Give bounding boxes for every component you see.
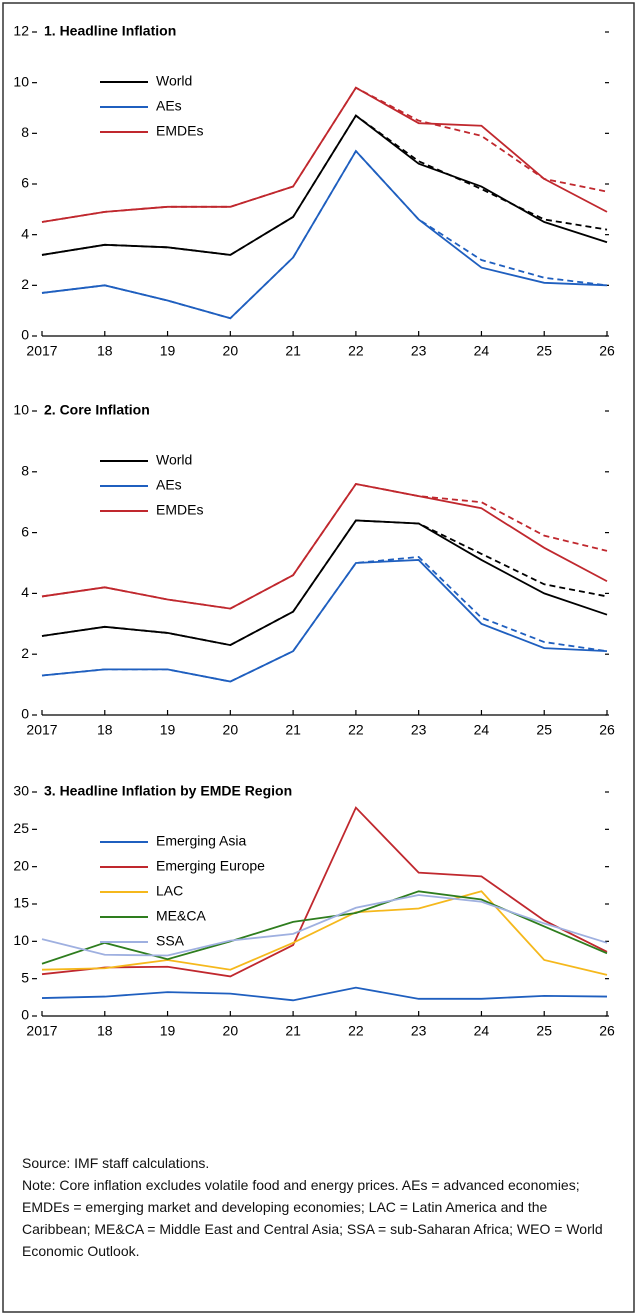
y-tick-label: 10 [13, 932, 29, 948]
legend-label: AEs [156, 98, 182, 114]
series-line [41, 519, 608, 647]
legend-label: ME&CA [156, 908, 206, 924]
source: Source: IMF staff calculations. [22, 1155, 210, 1171]
x-tick-label: 21 [285, 722, 301, 738]
y-tick-label: 10 [13, 402, 29, 418]
x-tick-label: 21 [285, 343, 301, 359]
x-tick-label: 19 [160, 343, 176, 359]
legend-label: LAC [156, 883, 183, 899]
legend-label: World [156, 452, 192, 468]
notes: Source: IMF staff calculations. Note: Co… [22, 1152, 618, 1262]
y-tick-label: 0 [21, 1007, 29, 1023]
x-tick-label: 25 [536, 1023, 552, 1039]
y-tick-label: 0 [21, 706, 29, 722]
series-line [41, 149, 608, 320]
x-tick-label: 20 [223, 343, 239, 359]
dashed-line [41, 149, 608, 320]
y-tick-label: 2 [21, 276, 29, 292]
dashed-line [41, 86, 608, 223]
y-tick-label: 8 [21, 124, 29, 140]
y-tick-label: 0 [21, 327, 29, 343]
x-tick-label: 23 [411, 343, 427, 359]
series-line [41, 559, 608, 683]
series-line [41, 482, 608, 610]
legend-label: EMDEs [156, 123, 203, 139]
x-tick-label: 26 [599, 722, 615, 738]
y-tick-label: 8 [21, 463, 29, 479]
dashed-line [41, 482, 608, 610]
dashed-line [41, 555, 608, 683]
dashed-line [41, 114, 608, 256]
x-tick-label: 19 [160, 722, 176, 738]
x-tick-label: 24 [474, 722, 490, 738]
y-tick-label: 5 [21, 969, 29, 985]
x-tick-label: 18 [97, 722, 113, 738]
x-tick-label: 26 [599, 343, 615, 359]
dashed-line [41, 519, 608, 647]
x-tick-label: 25 [536, 722, 552, 738]
x-tick-label: 18 [97, 343, 113, 359]
y-tick-label: 6 [21, 175, 29, 191]
x-tick-label: 2017 [26, 343, 57, 359]
x-tick-label: 20 [223, 722, 239, 738]
x-tick-label: 19 [160, 1023, 176, 1039]
x-tick-label: 26 [599, 1023, 615, 1039]
series-line [41, 890, 608, 976]
x-tick-label: 23 [411, 722, 427, 738]
panel-title: 1. Headline Inflation [44, 23, 176, 39]
series-line [41, 806, 608, 978]
x-tick-label: 24 [474, 343, 490, 359]
x-tick-label: 25 [536, 343, 552, 359]
series-line [41, 894, 608, 957]
legend-label: SSA [156, 933, 185, 949]
y-tick-label: 15 [13, 895, 29, 911]
x-tick-label: 2017 [26, 722, 57, 738]
legend-label: World [156, 73, 192, 89]
y-tick-label: 30 [13, 783, 29, 799]
x-tick-label: 20 [223, 1023, 239, 1039]
x-tick-label: 22 [348, 1023, 364, 1039]
y-tick-label: 4 [21, 584, 29, 600]
x-tick-label: 21 [285, 1023, 301, 1039]
legend-label: AEs [156, 477, 182, 493]
legend-label: Emerging Europe [156, 858, 265, 874]
x-tick-label: 18 [97, 1023, 113, 1039]
x-tick-label: 22 [348, 722, 364, 738]
y-tick-label: 12 [13, 23, 29, 39]
y-tick-label: 4 [21, 225, 29, 241]
panel-title: 3. Headline Inflation by EMDE Region [44, 783, 292, 799]
note: Note: Core inflation excludes volatile f… [22, 1177, 603, 1259]
y-tick-label: 10 [13, 73, 29, 89]
y-tick-label: 25 [13, 820, 29, 836]
series-line [41, 986, 608, 1002]
x-tick-label: 22 [348, 343, 364, 359]
y-tick-label: 6 [21, 523, 29, 539]
x-tick-label: 24 [474, 1023, 490, 1039]
y-tick-label: 20 [13, 857, 29, 873]
legend-label: EMDEs [156, 502, 203, 518]
x-tick-label: 23 [411, 1023, 427, 1039]
legend-label: Emerging Asia [156, 833, 246, 849]
panel-title: 2. Core Inflation [44, 402, 150, 418]
x-tick-label: 2017 [26, 1023, 57, 1039]
y-tick-label: 2 [21, 645, 29, 661]
